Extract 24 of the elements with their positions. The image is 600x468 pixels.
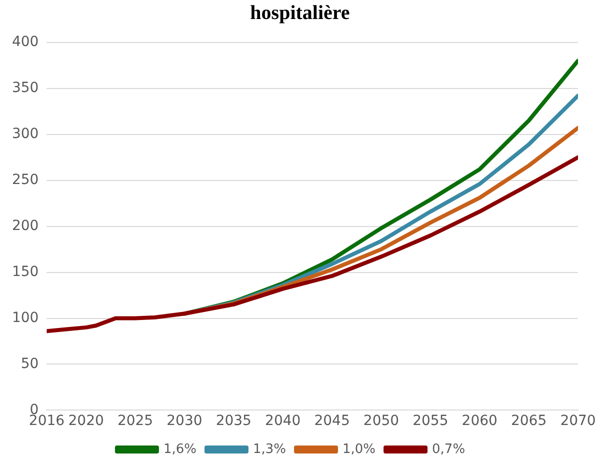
x-tick-label: 2020	[68, 413, 104, 430]
x-tick-label: 2055	[412, 413, 448, 430]
x-tick-label: 2060	[462, 413, 498, 430]
x-tick-label: 2050	[363, 413, 400, 430]
x-tick-label: 2025	[117, 413, 154, 430]
x-tick-label: 2035	[216, 413, 252, 430]
x-tick-label: 2045	[314, 413, 350, 430]
x-tick-label: 2065	[510, 413, 547, 430]
x-tick-label: 2040	[265, 413, 301, 430]
y-tick-label: 300	[12, 126, 39, 142]
x-tick-label: 2070	[560, 413, 596, 430]
legend-label: 1,0%	[342, 442, 376, 457]
y-tick-label: 400	[12, 34, 39, 50]
y-tick-label: 350	[12, 80, 39, 96]
y-tick-label: 50	[20, 356, 39, 372]
y-tick-label: 250	[12, 172, 39, 188]
y-tick-label: 150	[12, 264, 39, 280]
y-tick-label: 100	[12, 310, 39, 326]
legend-label: 0,7%	[432, 442, 466, 457]
chart-title: hospitalière	[249, 1, 351, 26]
y-tick-label: 200	[12, 218, 39, 234]
legend-label: 1,3%	[252, 442, 286, 457]
legend-label: 1,6%	[163, 442, 196, 457]
x-tick-label: 2030	[166, 413, 202, 430]
